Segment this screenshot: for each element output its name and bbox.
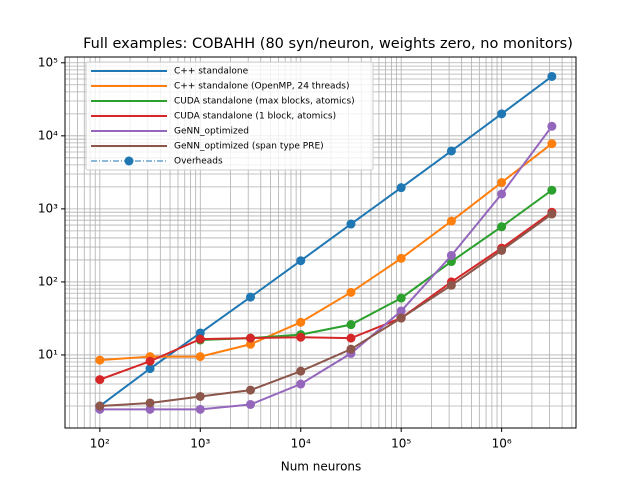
x-tick-label: 10² xyxy=(90,437,110,451)
data-point xyxy=(547,121,557,131)
data-point xyxy=(296,332,306,342)
data-point xyxy=(346,333,356,343)
data-point xyxy=(396,253,406,263)
data-point xyxy=(547,139,557,149)
data-point xyxy=(246,385,256,395)
legend-label: CUDA standalone (max blocks, atomics) xyxy=(174,97,355,107)
data-point xyxy=(446,280,456,290)
legend-marker xyxy=(124,156,134,166)
data-point xyxy=(346,320,356,330)
data-point xyxy=(145,356,155,366)
data-point xyxy=(145,404,155,414)
data-point xyxy=(296,317,306,327)
data-point xyxy=(195,391,205,401)
data-point xyxy=(95,355,105,365)
data-point xyxy=(396,313,406,323)
data-point xyxy=(246,292,256,302)
series-line xyxy=(99,142,553,362)
x-axis-label: Num neurons xyxy=(281,460,362,474)
data-point xyxy=(446,216,456,226)
data-point xyxy=(95,401,105,411)
data-point xyxy=(296,379,306,389)
data-point xyxy=(446,146,456,156)
data-point xyxy=(296,366,306,376)
data-point xyxy=(547,185,557,195)
data-point xyxy=(246,333,256,343)
legend-box xyxy=(85,61,374,171)
data-point xyxy=(497,245,507,255)
data-point xyxy=(346,287,356,297)
data-point xyxy=(195,334,205,344)
plot-frame xyxy=(64,56,577,429)
x-tick-label: 10³ xyxy=(190,437,210,451)
data-point xyxy=(246,399,256,409)
x-tick-label: 10⁶ xyxy=(492,437,512,451)
data-point xyxy=(396,306,406,316)
data-point xyxy=(296,256,306,266)
y-tick-label: 10¹ xyxy=(38,347,58,361)
series-line xyxy=(99,213,553,408)
data-point xyxy=(396,293,406,303)
data-point xyxy=(346,219,356,229)
data-point xyxy=(396,183,406,193)
data-point xyxy=(497,109,507,119)
data-point xyxy=(497,189,507,199)
data-point xyxy=(497,222,507,232)
legend-label: C++ standalone (OpenMP, 24 threads) xyxy=(174,82,349,92)
data-point xyxy=(95,375,105,385)
legend-label: C++ standalone xyxy=(174,67,249,77)
data-point xyxy=(547,71,557,81)
legend: C++ standalone C++ standalone (OpenMP, 24… xyxy=(85,61,374,171)
x-tick-label: 10⁵ xyxy=(391,437,411,451)
y-tick-label: 10⁵ xyxy=(38,55,58,69)
data-point xyxy=(195,352,205,362)
y-tick-label: 10³ xyxy=(38,201,58,215)
data-point xyxy=(195,404,205,414)
legend-label: Overheads xyxy=(174,157,223,167)
legend-label: GeNN_optimized xyxy=(174,127,249,137)
series-line xyxy=(99,211,553,381)
data-point xyxy=(145,364,155,374)
legend-label: CUDA standalone (1 block, atomics) xyxy=(174,112,336,122)
y-tick-label: 10² xyxy=(38,274,58,288)
series-line xyxy=(99,125,553,411)
data-point xyxy=(145,398,155,408)
data-point xyxy=(446,250,456,260)
data-point xyxy=(246,339,256,349)
data-point xyxy=(547,209,557,219)
data-point xyxy=(346,344,356,354)
chart-title: Full examples: COBAHH (80 syn/neuron, we… xyxy=(83,36,573,52)
y-tick-label: 10⁴ xyxy=(38,128,58,142)
data-point xyxy=(497,177,507,187)
legend-label: GeNN_optimized (span type PRE) xyxy=(174,142,324,152)
x-tick-label: 10⁴ xyxy=(291,437,311,451)
